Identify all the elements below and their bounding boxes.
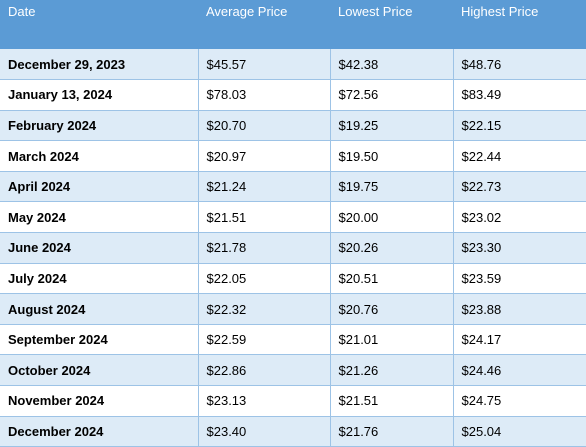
cell-date: November 2024 [0,385,198,417]
cell-lowest-price: $21.26 [329,354,453,387]
cell-date: August 2024 [0,293,198,325]
cell-lowest-price: $20.76 [329,293,453,325]
header-lowest-price: Lowest Price [330,0,453,49]
header-highest-price: Highest Price [453,0,586,49]
table-row: November 2024 $23.13 $21.51 $24.75 [0,385,586,417]
cell-date: December 29, 2023 [0,49,198,81]
cell-highest-price: $22.15 [452,110,586,142]
header-row: Date Average Price Lowest Price Highest … [0,0,586,49]
header-date: Date [0,0,198,49]
cell-lowest-price: $20.00 [329,201,453,234]
cell-average-price: $22.59 [197,324,330,356]
table-row: July 2024 $22.05 $20.51 $23.59 [0,263,586,295]
cell-highest-price: $22.73 [452,171,586,203]
cell-date: January 13, 2024 [0,79,198,111]
cell-lowest-price: $42.38 [329,49,453,81]
table-row: December 2024 $23.40 $21.76 $25.04 [0,416,586,447]
cell-date: March 2024 [0,140,198,172]
cell-highest-price: $23.88 [452,293,586,325]
cell-highest-price: $24.75 [452,385,586,417]
header-average-price: Average Price [198,0,330,49]
cell-average-price: $22.86 [197,354,330,387]
table-row: December 29, 2023 $45.57 $42.38 $48.76 [0,49,586,81]
cell-date: June 2024 [0,232,198,264]
cell-average-price: $22.32 [197,293,330,325]
cell-average-price: $21.78 [197,232,330,264]
cell-date: October 2024 [0,354,198,387]
cell-highest-price: $83.49 [452,79,586,111]
cell-highest-price: $24.46 [452,354,586,387]
cell-highest-price: $48.76 [452,49,586,81]
cell-average-price: $20.97 [197,140,330,172]
cell-average-price: $23.40 [197,416,330,447]
cell-date: September 2024 [0,324,198,356]
cell-lowest-price: $21.51 [329,385,453,417]
cell-date: July 2024 [0,263,198,295]
table-row: April 2024 $21.24 $19.75 $22.73 [0,171,586,203]
table-row: February 2024 $20.70 $19.25 $22.15 [0,110,586,142]
cell-highest-price: $23.59 [452,263,586,295]
cell-date: December 2024 [0,416,198,447]
table-row: January 13, 2024 $78.03 $72.56 $83.49 [0,79,586,111]
cell-lowest-price: $21.01 [329,324,453,356]
table-row: May 2024 $21.51 $20.00 $23.02 [0,201,586,234]
cell-highest-price: $22.44 [452,140,586,172]
cell-average-price: $23.13 [197,385,330,417]
cell-lowest-price: $19.75 [329,171,453,203]
cell-highest-price: $23.02 [452,201,586,234]
cell-lowest-price: $19.50 [329,140,453,172]
cell-average-price: $21.51 [197,201,330,234]
cell-date: February 2024 [0,110,198,142]
cell-average-price: $22.05 [197,263,330,295]
cell-lowest-price: $20.26 [329,232,453,264]
cell-highest-price: $24.17 [452,324,586,356]
cell-highest-price: $23.30 [452,232,586,264]
table-row: June 2024 $21.78 $20.26 $23.30 [0,232,586,264]
cell-lowest-price: $20.51 [329,263,453,295]
table-row: September 2024 $22.59 $21.01 $24.17 [0,324,586,356]
cell-average-price: $45.57 [197,49,330,81]
cell-highest-price: $25.04 [452,416,586,447]
cell-average-price: $21.24 [197,171,330,203]
table-row: March 2024 $20.97 $19.50 $22.44 [0,140,586,172]
cell-average-price: $20.70 [197,110,330,142]
cell-average-price: $78.03 [197,79,330,111]
table-row: October 2024 $22.86 $21.26 $24.46 [0,354,586,387]
cell-date: April 2024 [0,171,198,203]
cell-date: May 2024 [0,201,198,234]
cell-lowest-price: $21.76 [329,416,453,447]
cell-lowest-price: $72.56 [329,79,453,111]
cell-lowest-price: $19.25 [329,110,453,142]
table-row: August 2024 $22.32 $20.76 $23.88 [0,293,586,325]
